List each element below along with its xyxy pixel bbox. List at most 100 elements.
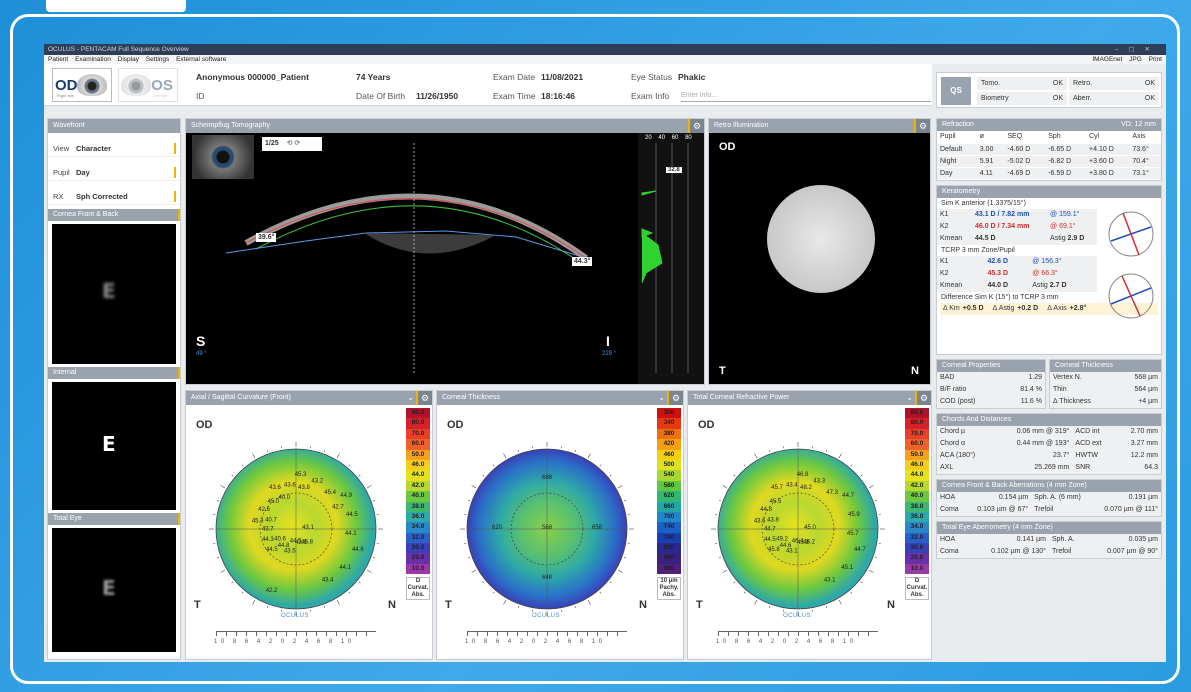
map2-chevron-down-icon[interactable]: ⌄ (658, 393, 665, 402)
map1-map-value: 44.1 (339, 565, 351, 571)
map3-map-value: 45.7 (771, 485, 783, 491)
map1-scale-step: 20.0 (406, 553, 430, 564)
menu-imagenet[interactable]: IMAGEnet (1092, 56, 1123, 63)
map1-map-svg[interactable]: 43.1 44.5 45.3 45.8 45.3 44.9 43.5 43.6 44.6 44.3… (186, 407, 404, 637)
map1-oculus-logo: OCULUS (281, 613, 310, 619)
patient-age: 74 Years (356, 72, 391, 82)
map2-map-value: 620 (492, 525, 503, 531)
retro-gear-icon[interactable]: ⚙ (916, 119, 930, 133)
qs-button[interactable]: QS (941, 77, 971, 105)
map2-map-svg[interactable]: 688 620 568 658 648 (437, 407, 655, 637)
map2-scale-step: 500 (657, 459, 681, 471)
map1-map-value: 44.1 (345, 531, 357, 537)
exam-time-value: 18:16:46 (541, 91, 576, 101)
scheimpflug-image[interactable]: 1/25 ⟲ ⟳ 39.6° 44.3° 20 40 60 80 32.8 S 4… (186, 133, 704, 384)
map1-map-value: 44.3 (262, 537, 274, 543)
angle-right-label: 44.3° (572, 257, 593, 266)
map3-map-svg[interactable]: 45.0 45.8 46.8 46.2 43.6 44.7 43.1 45.7 44.7 44.5… (688, 407, 903, 637)
map1-map-value: 44.9 (340, 493, 352, 499)
map2-scale-step: 820 (657, 543, 681, 554)
window-controls[interactable]: –▢✕ (1114, 46, 1160, 53)
cornea-aberrations-panel: Cornea Front & Back Aberrations (4 mm Zo… (936, 478, 1162, 517)
map2-scale-step: 580 (657, 480, 681, 492)
map1-map-value: 42.7 (332, 504, 344, 510)
map1-unit-label: D Curvat. Abs. (406, 577, 430, 600)
map3-map-value: 46.2 (803, 539, 815, 545)
map1-chevron-down-icon[interactable]: ⌄ (407, 393, 414, 402)
total-letter-e: E (102, 576, 116, 600)
qs-tomo: Tomo. OK (977, 77, 1067, 90)
qs-aberr: Aberr. OK (1069, 92, 1159, 105)
map1-scale-step: 44.0 (406, 470, 430, 481)
scheimpflug-gear-icon[interactable]: ⚙ (690, 119, 704, 133)
total-refractive-power-map-panel: Total Corneal Refractive Power ⌄ ⚙ 90.0 80.0… (687, 390, 932, 660)
map1-map-value: 42.2 (266, 588, 278, 594)
menu-external-software[interactable]: External software (176, 56, 227, 63)
histogram-axis: 20 40 60 80 (645, 135, 692, 141)
eye-status-label: Eye Status (631, 72, 673, 82)
map3-map-value: 46.8 (797, 472, 809, 478)
map3-chevron-down-icon[interactable]: ⌄ (906, 393, 913, 402)
map2-scale-step: 780 (657, 532, 681, 544)
map1-map-value: 40.6 (274, 537, 286, 543)
map1-scale-step: 36.0 (406, 511, 430, 523)
map3-map-value: 44.5 (764, 537, 776, 543)
exam-info-input[interactable]: Enter Info... (681, 92, 931, 102)
map1-map-value: 43.7 (262, 527, 274, 533)
exam-date-value: 11/08/2021 (541, 72, 584, 82)
map3-scale-step: 38.0 (905, 501, 929, 512)
map3-scale-step: 60.0 (905, 439, 929, 450)
difference-row: Δ Km +0.5 D Δ Astig +0.2 D Δ Axis +2.8° (940, 302, 1158, 315)
map1-scale-step: 50.0 (406, 449, 430, 460)
cornea-letter-e: E (102, 279, 116, 303)
prev-next-icon: ⟲ ⟳ (286, 140, 301, 147)
menu-patient[interactable]: Patient (48, 56, 69, 63)
map1-map-value: 43.8 (298, 485, 310, 491)
map1-scale-step: 46.0 (406, 459, 430, 471)
map3-scale-step: 90.0 (905, 408, 929, 419)
map1-scale-step: 60.0 (406, 439, 430, 450)
od-eye-button[interactable]: OD Right eye (52, 68, 112, 102)
menu-settings[interactable]: Settings (145, 56, 170, 63)
wavefront-pupil-row[interactable]: Pupil Day (48, 165, 180, 181)
map1-scale-step: 38.0 (406, 501, 430, 512)
table-row: Night 5.91 -5.02 D -6.82 D +3.60 D 70.4° (937, 155, 1161, 168)
wavefront-view-row[interactable]: View Character (48, 141, 180, 157)
superior-degree: 49 ° (196, 351, 207, 357)
menu-jpg[interactable]: JPG (1129, 56, 1142, 63)
keratometry-panel: Keratometry Sim K anterior (1.3375/15°) … (936, 184, 1162, 355)
inferior-degree: 229 ° (602, 351, 617, 357)
axial-curvature-map-panel: Axial / Sagittal Curvature (Front) ⌄ ⚙ 90.0… (185, 390, 433, 660)
map1-map-value: 42.6 (258, 507, 270, 513)
simk-axis-dial-icon (1108, 211, 1154, 256)
map2-color-scale: 300 340 380 420 460 500 540 580 620 660 700 740 780 8… (657, 408, 681, 575)
map2-scale-step: 380 (657, 428, 681, 440)
top-tab-decoration (46, 0, 186, 12)
menu-examination[interactable]: Examination (75, 56, 111, 63)
wavefront-rx-row[interactable]: RX Sph Corrected (48, 189, 180, 205)
vertex-distance: VD: 12 mm (1120, 121, 1156, 128)
menu-print[interactable]: Print (1148, 56, 1162, 63)
tcrp-table: K1 42.6 D @ 156.3° K2 45.3 D @ 66.3° Kmean 44… (937, 255, 1097, 292)
os-eye-button[interactable]: OS Left eye (118, 68, 178, 102)
map3-map-value: 45.8 (768, 547, 780, 553)
map3-map-value: 43.1 (786, 549, 798, 555)
map3-gear-icon[interactable]: ⚙ (917, 391, 931, 405)
retro-image[interactable]: OD T N (709, 133, 930, 384)
map3-oculus-logo: OCULUS (783, 613, 812, 619)
map3-od-label: OD (698, 419, 715, 431)
map2-scale-step: 740 (657, 522, 681, 533)
map2-gear-icon[interactable]: ⚙ (669, 391, 683, 405)
map1-gear-icon[interactable]: ⚙ (418, 391, 432, 405)
map3-header: Total Corneal Refractive Power ⌄ ⚙ (688, 391, 931, 405)
map1-scale-step: 70.0 (406, 428, 430, 440)
map1-map-value: 40.0 (278, 495, 290, 501)
map3-scale-step: 44.0 (905, 470, 929, 481)
os-sub: Left eye (153, 93, 168, 98)
image-counter[interactable]: 1/25 ⟲ ⟳ (262, 137, 322, 151)
map2-unit-label: 10 µm Pachy. Abs. (657, 577, 681, 600)
map2-scale-step: 460 (657, 449, 681, 460)
menu-display[interactable]: Display (117, 56, 139, 63)
map3-scale-step: 80.0 (905, 418, 929, 429)
map2-scale-step: 620 (657, 491, 681, 502)
